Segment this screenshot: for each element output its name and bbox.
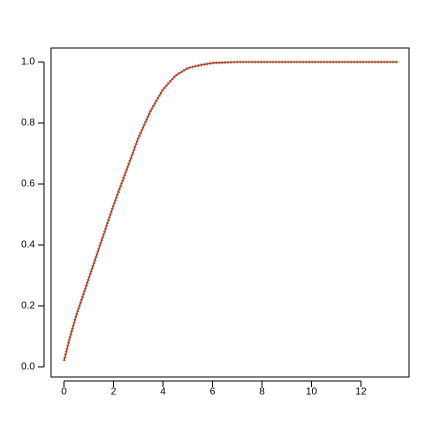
x-tick-label: 8 bbox=[259, 387, 265, 398]
y-tick-label: 0.0 bbox=[21, 362, 35, 373]
y-tick-label: 0.4 bbox=[21, 240, 35, 251]
y-tick-label: 1.0 bbox=[21, 57, 35, 68]
y-tick-label: 0.8 bbox=[21, 118, 35, 129]
x-tick-label: 10 bbox=[306, 387, 318, 398]
y-tick-label: 0.6 bbox=[21, 179, 35, 190]
x-tick-label: 2 bbox=[111, 387, 117, 398]
x-tick-label: 12 bbox=[355, 387, 367, 398]
x-tick-label: 6 bbox=[210, 387, 216, 398]
data-line bbox=[62, 60, 399, 362]
data-line bbox=[63, 61, 399, 361]
y-tick-label: 0.2 bbox=[21, 301, 35, 312]
x-tick-label: 4 bbox=[160, 387, 166, 398]
x-tick-label: 0 bbox=[61, 387, 67, 398]
plot-box bbox=[50, 47, 410, 378]
